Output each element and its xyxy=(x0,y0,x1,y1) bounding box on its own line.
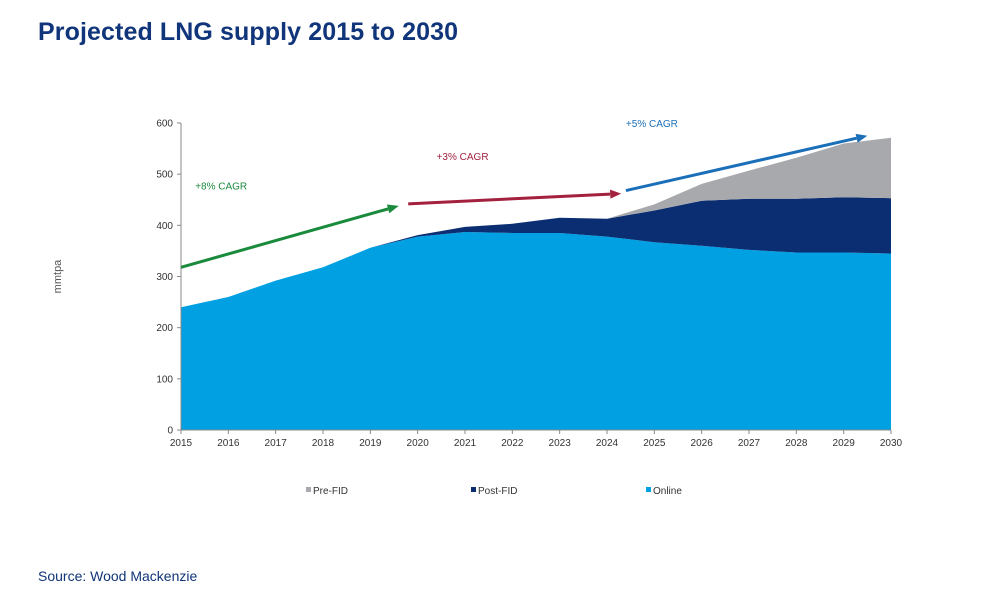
cagr-label: +5% CAGR xyxy=(626,119,678,130)
y-tick-label: 600 xyxy=(156,119,173,130)
x-tick-label: 2023 xyxy=(549,438,572,449)
y-axis-title: mmtpa xyxy=(52,259,64,294)
cagr-label: +3% CAGR xyxy=(437,152,489,163)
y-tick-label: 200 xyxy=(156,323,173,334)
area-pre-fid xyxy=(181,137,891,308)
y-tick-label: 0 xyxy=(167,426,173,437)
y-tick-label: 100 xyxy=(156,374,173,385)
legend-label: Pre-FID xyxy=(313,486,348,497)
x-tick-label: 2015 xyxy=(170,438,193,449)
legend-label: Online xyxy=(653,486,682,497)
source-note: Source: Wood Mackenzie xyxy=(38,568,198,584)
area-online xyxy=(181,232,891,430)
cagr-arrow-line xyxy=(625,136,857,193)
x-tick-label: 2028 xyxy=(785,438,808,449)
legend-swatch xyxy=(306,487,311,492)
x-tick-label: 2030 xyxy=(880,438,903,449)
x-tick-label: 2027 xyxy=(738,438,761,449)
cagr-arrow-line xyxy=(408,192,611,206)
x-tick-label: 2016 xyxy=(217,438,240,449)
cagr-arrow-head xyxy=(609,189,622,199)
chart-annotations: +8% CAGR +3% CAGR +5% CAGR xyxy=(180,119,868,269)
cagr-label: +8% CAGR xyxy=(195,182,247,193)
chart-legend: Pre-FID Post-FID Online xyxy=(306,486,682,497)
legend-swatch xyxy=(471,487,476,492)
chart-axes: 0 100 200 300 400 500 600 2015 2016 2017 2018 2019 2… xyxy=(52,119,903,450)
x-tick-label: 2019 xyxy=(359,438,382,449)
x-tick-label: 2022 xyxy=(501,438,524,449)
x-tick-label: 2017 xyxy=(265,438,288,449)
x-tick-label: 2025 xyxy=(643,438,666,449)
x-tick-label: 2021 xyxy=(454,438,477,449)
y-tick-label: 300 xyxy=(156,272,173,283)
area-post-fid xyxy=(181,197,891,308)
y-tick-label: 400 xyxy=(156,221,173,232)
cagr-arrow-line xyxy=(180,207,389,269)
x-tick-label: 2026 xyxy=(691,438,714,449)
y-tick-label: 500 xyxy=(156,170,173,181)
legend-swatch xyxy=(646,487,651,492)
legend-label: Post-FID xyxy=(478,486,517,497)
cagr-arrow-head xyxy=(386,204,399,214)
chart-areas xyxy=(181,137,891,430)
x-tick-label: 2029 xyxy=(833,438,856,449)
x-tick-label: 2020 xyxy=(407,438,430,449)
x-tick-label: 2024 xyxy=(596,438,619,449)
cagr-arrow-head xyxy=(855,133,868,143)
x-tick-label: 2018 xyxy=(312,438,335,449)
page-title: Projected LNG supply 2015 to 2030 xyxy=(38,18,459,46)
